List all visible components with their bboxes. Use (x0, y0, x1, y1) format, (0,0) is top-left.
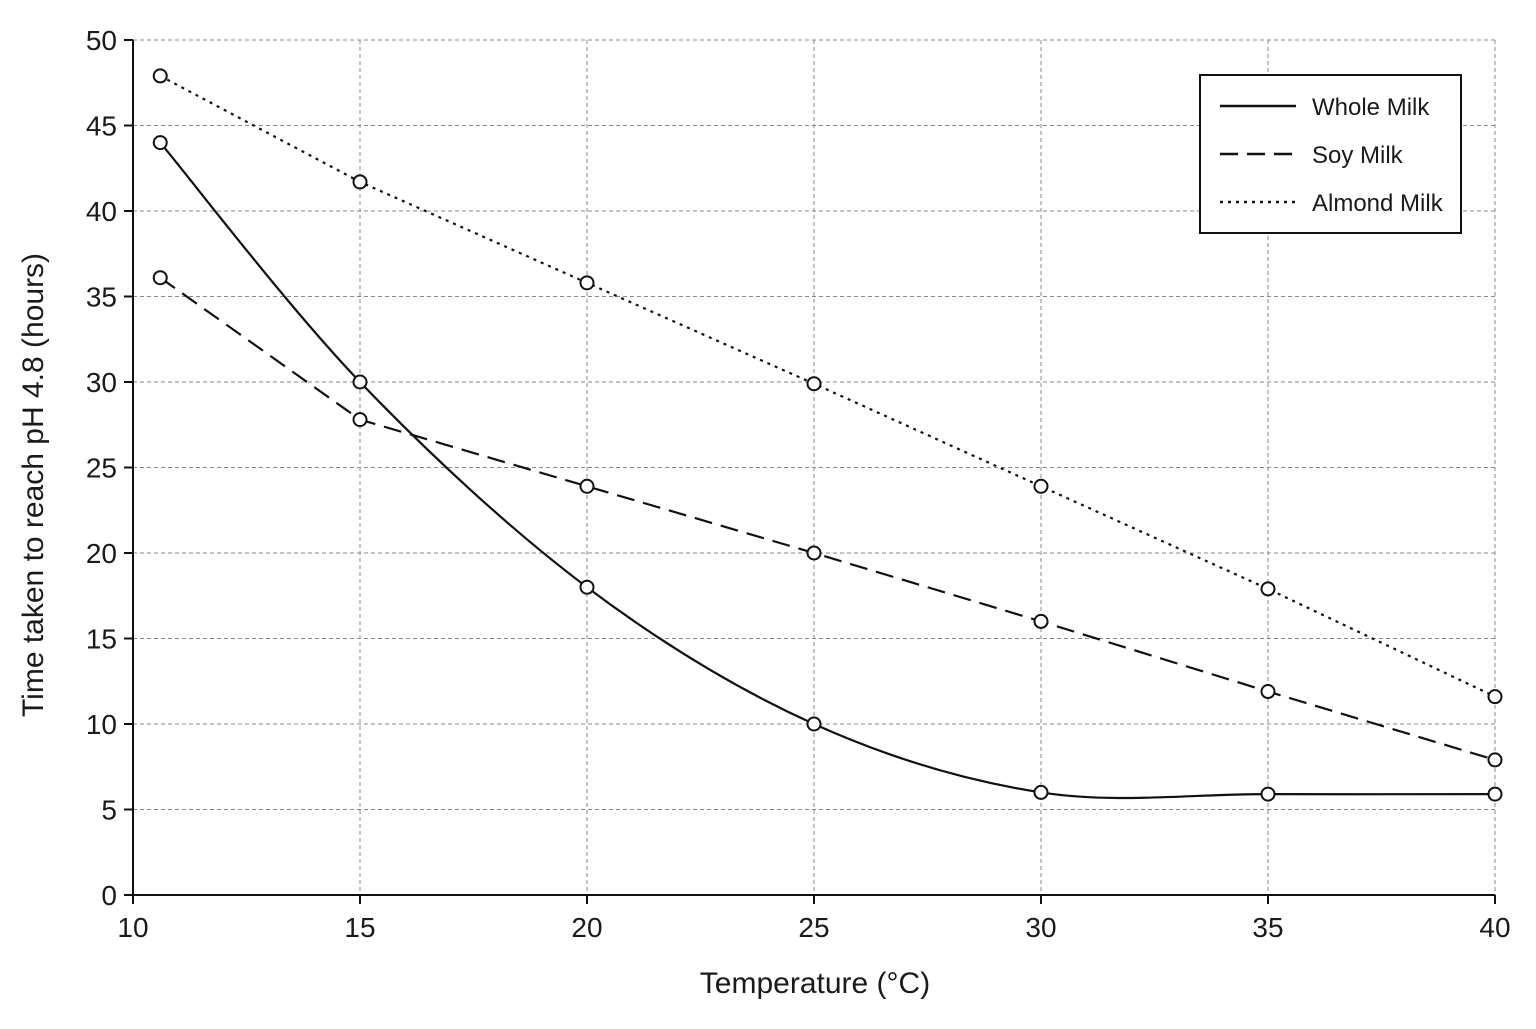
point-soy-milk-20 (579, 478, 595, 494)
x-tick-label-20: 20 (571, 912, 602, 943)
series-whole-milk (152, 135, 1503, 802)
point-almond-milk-15 (352, 174, 368, 190)
y-tick-label-10: 10 (86, 709, 117, 740)
point-whole-milk-40 (1487, 786, 1503, 802)
point-whole-milk-35 (1260, 786, 1276, 802)
series-group (152, 68, 1503, 802)
point-soy-milk-35 (1260, 684, 1276, 700)
x-tick-label-10: 10 (117, 912, 148, 943)
y-tick-label-15: 15 (86, 624, 117, 655)
legend-label-whole-milk: Whole Milk (1312, 94, 1430, 121)
x-tick-label-15: 15 (344, 912, 375, 943)
y-tick-label-20: 20 (86, 538, 117, 569)
y-tick-label-5: 5 (101, 795, 117, 826)
x-tick-label-25: 25 (798, 912, 829, 943)
series-soy-milk (152, 270, 1503, 768)
y-tick-label-0: 0 (101, 880, 117, 911)
point-whole-milk-25 (806, 716, 822, 732)
y-tick-label-40: 40 (86, 196, 117, 227)
series-almond-milk (152, 68, 1503, 705)
point-almond-milk-10.6 (152, 68, 168, 84)
point-soy-milk-25 (806, 545, 822, 561)
x-tick-label-40: 40 (1479, 912, 1510, 943)
x-tick-label-30: 30 (1025, 912, 1056, 943)
y-tick-label-25: 25 (86, 453, 117, 484)
legend: Whole Milk Soy Milk Almond Milk (1199, 74, 1462, 234)
point-soy-milk-30 (1033, 613, 1049, 629)
point-almond-milk-40 (1487, 689, 1503, 705)
y-tick-label-35: 35 (86, 282, 117, 313)
point-soy-milk-15 (352, 412, 368, 428)
y-tick-label-45: 45 (86, 111, 117, 142)
point-whole-milk-30 (1033, 784, 1049, 800)
point-whole-milk-10.6 (152, 135, 168, 151)
point-almond-milk-30 (1033, 478, 1049, 494)
point-whole-milk-20 (579, 579, 595, 595)
point-soy-milk-40 (1487, 752, 1503, 768)
y-tick-label-50: 50 (86, 25, 117, 56)
point-almond-milk-20 (579, 275, 595, 291)
point-soy-milk-10.6 (152, 270, 168, 286)
axes: 10 15 20 25 30 35 40 0 5 10 15 20 25 30 35 40 45 50 (86, 25, 1511, 943)
point-whole-milk-15 (352, 374, 368, 390)
x-axis-label: Temperature (°C) (700, 967, 930, 1000)
point-almond-milk-35 (1260, 581, 1276, 597)
legend-box (1199, 74, 1462, 234)
legend-label-almond-milk: Almond Milk (1312, 190, 1444, 217)
y-tick-label-30: 30 (86, 367, 117, 398)
legend-label-soy-milk: Soy Milk (1312, 142, 1404, 169)
x-tick-label-35: 35 (1252, 912, 1283, 943)
y-axis-label: Time taken to reach pH 4.8 (hours) (17, 253, 50, 717)
point-almond-milk-25 (806, 376, 822, 392)
